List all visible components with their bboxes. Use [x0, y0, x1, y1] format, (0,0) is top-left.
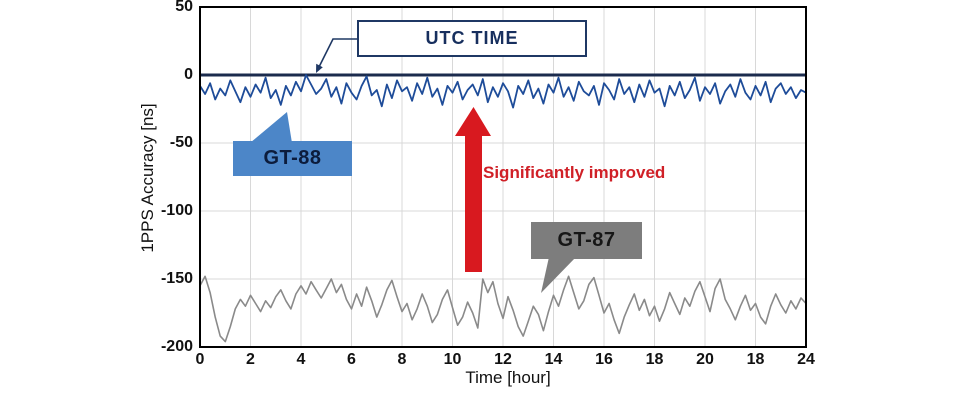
x-tick-label: 16	[595, 351, 613, 368]
utc-connector-arrow	[316, 38, 357, 73]
x-tick-label: 4	[296, 351, 306, 368]
x-tick-label: 8	[397, 351, 407, 368]
utc-time-callout-label: UTC TIME	[425, 28, 519, 48]
improvement-arrow	[455, 107, 491, 272]
y-tick-label: 50	[175, 0, 193, 15]
y-axis-title: 1PPS Accuracy [ns]	[138, 103, 157, 253]
improvement-annotation: Significantly improved	[483, 163, 666, 182]
gt88-trace	[199, 74, 807, 109]
x-tick-label: 18	[645, 351, 664, 368]
gt88-callout-label: GT-88	[263, 147, 322, 169]
y-tick-label: -150	[160, 270, 193, 287]
x-tick-label: 18	[746, 351, 765, 368]
utc-time-callout: UTC TIME	[357, 20, 587, 57]
x-tick-label: 24	[797, 351, 815, 368]
x-axis-title: Time [hour]	[465, 368, 551, 387]
x-tick-label: 10	[443, 351, 462, 368]
gt87-trace	[199, 275, 807, 343]
y-tick-label: 0	[184, 66, 193, 83]
gt88-callout: GT-88	[233, 141, 352, 176]
gt87-callout: GT-87	[531, 222, 642, 259]
gt87-callout-label: GT-87	[557, 229, 616, 251]
x-tick-label: 2	[246, 351, 255, 368]
callout-tails	[250, 112, 576, 293]
x-tick-label: 20	[696, 351, 714, 368]
y-tick-label: -200	[160, 338, 193, 355]
plot-border	[199, 6, 807, 348]
x-tick-label: 14	[544, 351, 563, 368]
y-tick-label: -50	[169, 134, 193, 151]
x-tick-label: 6	[347, 351, 356, 368]
x-tick-label: 12	[494, 351, 512, 368]
x-tick-label: 0	[195, 351, 205, 368]
y-tick-label: -100	[160, 202, 193, 219]
